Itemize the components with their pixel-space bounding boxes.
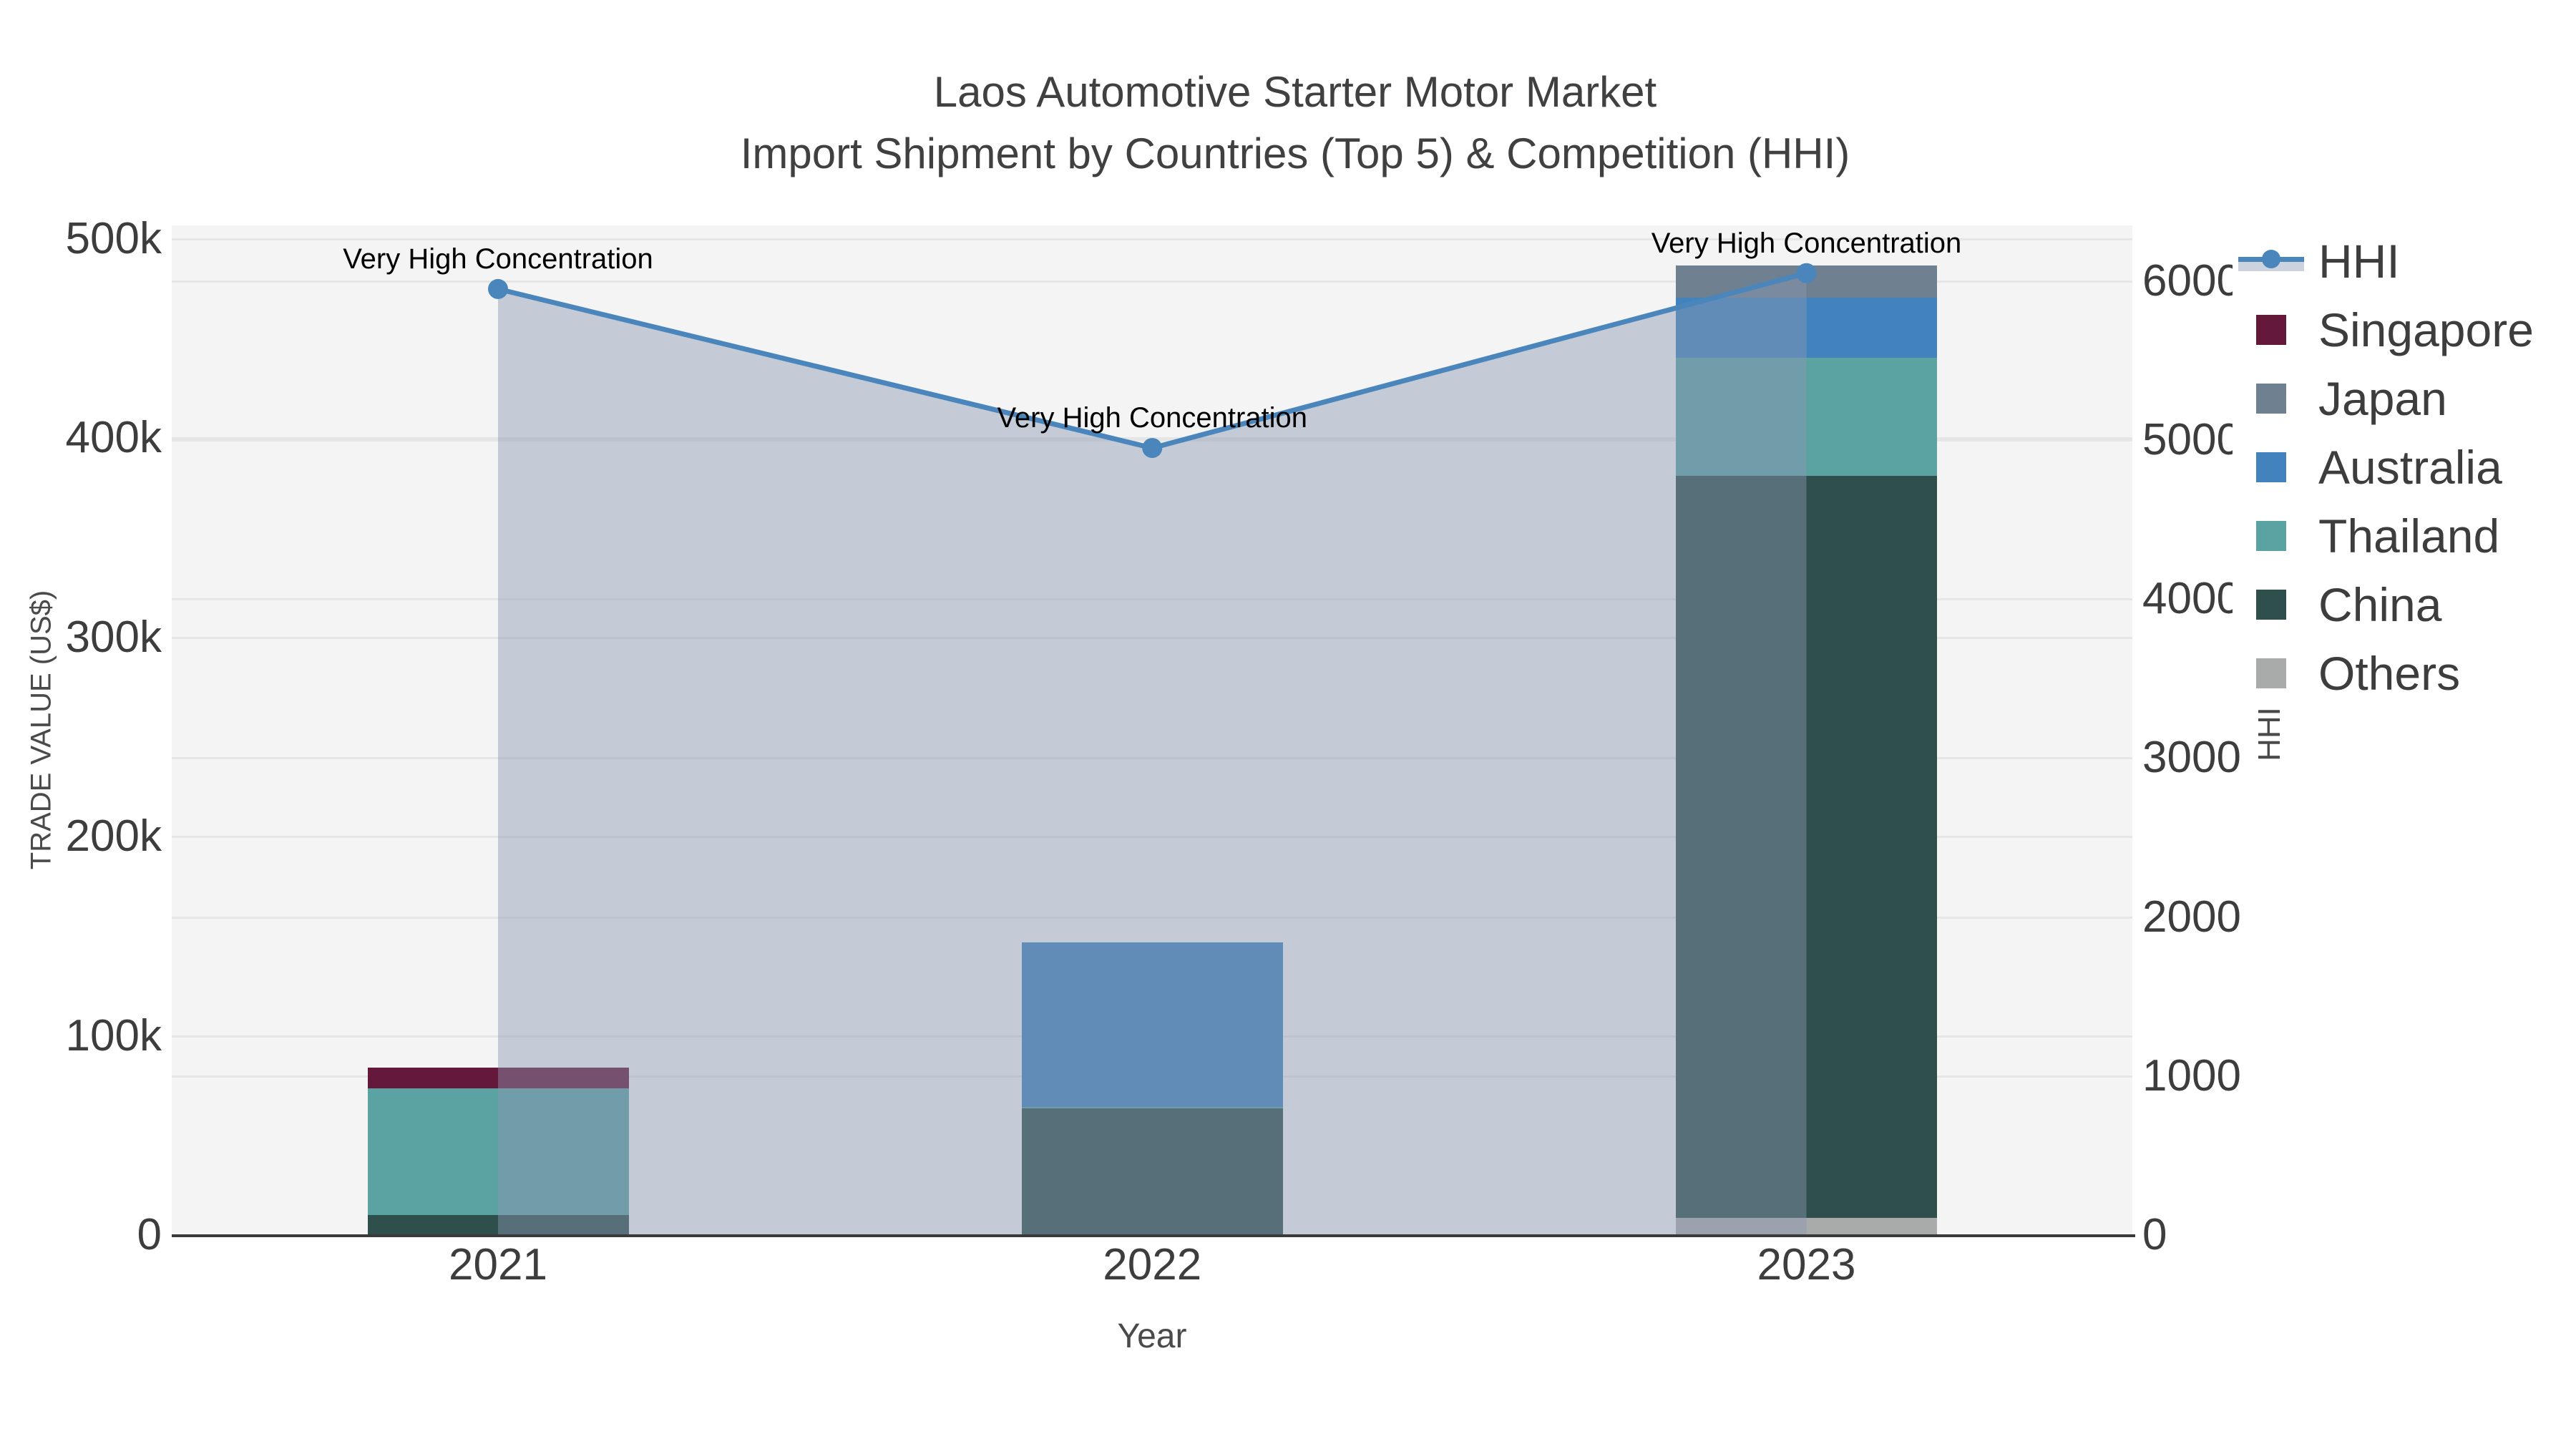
legend-swatch-japan	[2255, 384, 2286, 414]
y-tick-right: 6000	[2142, 255, 2241, 306]
y-tick-right: 5000	[2142, 414, 2241, 464]
legend-item-others: Others	[2233, 639, 2570, 708]
hhi-marker	[488, 278, 508, 299]
bar-australia-2022	[1021, 942, 1283, 1107]
legend-label: Australia	[2318, 441, 2502, 494]
legend-hhi-marker	[2261, 250, 2280, 268]
annotation: Very High Concentration	[997, 402, 1308, 434]
x-tick-2021: 2021	[449, 1240, 547, 1289]
bar-thailand-2021	[367, 1088, 629, 1216]
y-tick-left: 100k	[65, 1010, 162, 1060]
legend-item-singapore: Singapore	[2233, 296, 2570, 364]
legend-item-hhi: HHI	[2233, 227, 2570, 296]
y-tick-left: 200k	[65, 811, 162, 862]
legend-label: Japan	[2318, 372, 2447, 425]
bar-china-2023	[1676, 475, 1937, 1219]
y-tick-left: 400k	[65, 413, 162, 463]
y-tick-right: 3000	[2142, 733, 2241, 783]
legend-swatch-slot	[2233, 384, 2309, 414]
legend-swatch-slot	[2233, 658, 2309, 688]
annotation: Very High Concentration	[343, 243, 653, 275]
y-tick-right: 4000	[2142, 574, 2241, 624]
gridline	[172, 280, 2132, 283]
y-tick-right: 2000	[2142, 892, 2241, 942]
x-axis-line	[172, 1234, 2135, 1237]
gridline	[172, 836, 2132, 839]
gridline	[172, 916, 2132, 919]
bar-others-2023	[1676, 1218, 1937, 1235]
chart-title: Laos Automotive Starter Motor Market	[933, 68, 1657, 116]
annotation: Very High Concentration	[1651, 227, 1962, 259]
x-axis-title: Year	[1117, 1317, 1187, 1355]
legend-swatch-slot	[2233, 452, 2309, 482]
legend-swatch-slot	[2233, 250, 2309, 271]
legend-item-japan: Japan	[2233, 364, 2570, 433]
bar-china-2021	[367, 1215, 629, 1235]
hhi-marker	[1796, 263, 1817, 283]
x-tick-2022: 2022	[1103, 1240, 1202, 1289]
legend-swatch-china	[2255, 590, 2286, 620]
y-tick-right: 0	[2142, 1210, 2167, 1259]
legend-label: Singapore	[2318, 303, 2534, 356]
y-tick-left: 500k	[65, 213, 162, 263]
legend-label: Thailand	[2318, 509, 2500, 562]
bar-thailand-2022	[1021, 1106, 1283, 1109]
legend-item-thailand: Thailand	[2233, 502, 2570, 570]
gridline	[172, 757, 2132, 760]
right-axis-title: HHI	[2252, 707, 2287, 761]
legend: HHI Singapore Japan Australia Thailand China O…	[2233, 227, 2570, 708]
chart-subtitle: Import Shipment by Countries (Top 5) & C…	[740, 130, 1850, 177]
legend-swatch-australia	[2255, 452, 2286, 482]
legend-hhi-symbol	[2238, 250, 2304, 271]
legend-swatch-slot	[2233, 590, 2309, 620]
legend-swatch-others	[2255, 658, 2286, 688]
hhi-line-layer	[488, 263, 1817, 1235]
legend-label: Others	[2318, 647, 2461, 700]
y-tick-left: 300k	[65, 612, 162, 662]
legend-item-china: China	[2233, 570, 2570, 639]
legend-swatch-singapore	[2255, 315, 2286, 345]
y-tick-left: 0	[137, 1210, 162, 1259]
hhi-marker	[1142, 438, 1163, 459]
legend-item-australia: Australia	[2233, 433, 2570, 502]
bar-singapore-2021	[367, 1068, 629, 1089]
legend-label: China	[2318, 578, 2442, 631]
legend-label: HHI	[2318, 235, 2400, 288]
bar-thailand-2023	[1676, 357, 1937, 476]
plot-area	[172, 225, 2132, 1235]
hhi-area-fill	[498, 273, 1807, 1235]
legend-swatch-slot	[2233, 315, 2309, 345]
gridline	[172, 636, 2132, 639]
legend-swatch-slot	[2233, 521, 2309, 551]
x-tick-2023: 2023	[1757, 1240, 1856, 1289]
bar-china-2022	[1021, 1108, 1283, 1235]
y-tick-right: 1000	[2142, 1050, 2241, 1101]
legend-swatch-thailand	[2255, 521, 2286, 551]
gridline	[172, 598, 2132, 601]
bar-australia-2023	[1676, 297, 1937, 358]
gridline	[172, 238, 2132, 240]
